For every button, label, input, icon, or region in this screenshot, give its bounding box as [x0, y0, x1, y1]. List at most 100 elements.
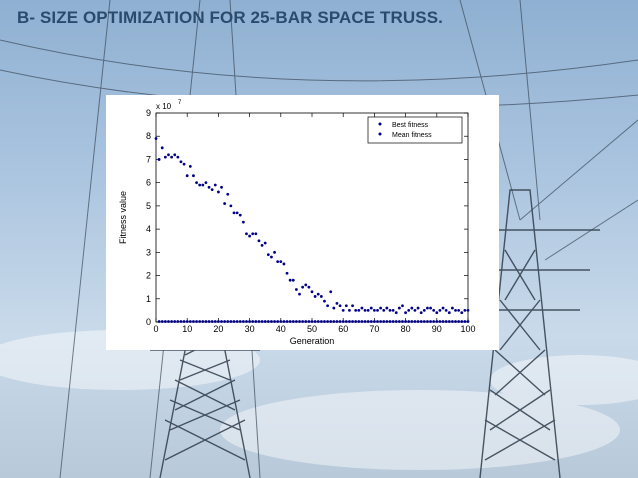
series-1-point — [444, 308, 448, 312]
series-1-point — [192, 174, 195, 178]
series-1-point — [238, 213, 242, 217]
series-0-point — [447, 320, 451, 323]
series-1-point — [220, 185, 223, 189]
series-0-point — [426, 320, 429, 323]
series-0-point — [179, 320, 183, 323]
series-1-point — [170, 155, 173, 159]
series-1-point — [313, 295, 317, 298]
series-1-point — [441, 306, 445, 310]
series-1-point — [301, 285, 305, 289]
series-1-point — [416, 306, 420, 310]
series-0-point — [457, 320, 461, 323]
series-0-point — [220, 320, 223, 323]
series-1-point — [338, 304, 342, 308]
series-1-point — [463, 308, 467, 312]
series-0-point — [310, 320, 314, 323]
series-0-point — [466, 320, 470, 323]
series-0-point — [438, 320, 442, 323]
y-tick-label: 3 — [146, 247, 151, 257]
series-0-point — [204, 320, 208, 323]
series-0-point — [263, 320, 267, 323]
series-0-point — [270, 320, 273, 323]
series-0-point — [419, 320, 423, 323]
legend-marker — [378, 122, 382, 126]
series-0-point — [366, 320, 370, 323]
series-1-point — [198, 183, 202, 187]
series-0-point — [463, 320, 467, 323]
series-0-point — [304, 320, 308, 323]
x-tick-label: 90 — [432, 324, 442, 334]
series-0-point — [192, 320, 195, 323]
series-0-point — [273, 320, 276, 323]
series-1-point — [232, 211, 236, 215]
series-1-point — [217, 190, 220, 194]
series-1-point — [307, 285, 311, 289]
x-axis-label: Generation — [290, 336, 335, 346]
series-1-point — [447, 311, 451, 315]
series-0-point — [397, 320, 401, 323]
series-0-point — [160, 320, 164, 323]
series-0-point — [382, 320, 386, 323]
series-0-point — [245, 320, 248, 323]
series-0-point — [344, 320, 348, 323]
series-0-point — [316, 320, 320, 323]
series-0-point — [154, 137, 158, 140]
series-1-point — [354, 308, 358, 312]
series-0-point — [235, 320, 239, 323]
series-0-point — [432, 320, 436, 323]
series-0-point — [226, 320, 230, 323]
series-1-point — [176, 155, 180, 159]
series-1-point — [351, 304, 354, 308]
x-tick-label: 70 — [369, 324, 379, 334]
series-1-point — [223, 202, 227, 205]
series-1-point — [204, 181, 208, 185]
series-1-point — [251, 232, 255, 236]
series-1-point — [210, 188, 214, 192]
series-0-point — [288, 320, 292, 323]
series-1-point — [304, 283, 308, 287]
series-1-point — [179, 160, 183, 164]
series-1-point — [254, 232, 258, 236]
series-1-point — [260, 243, 264, 247]
series-1-point — [379, 306, 383, 310]
series-1-point — [226, 192, 230, 196]
series-1-point — [276, 260, 280, 264]
x-tick-label: 40 — [276, 324, 286, 334]
series-0-point — [341, 320, 345, 323]
series-1-point — [319, 295, 323, 298]
series-1-point — [363, 308, 367, 312]
y-multiplier-exponent: 7 — [178, 100, 182, 106]
series-0-point — [266, 320, 270, 323]
series-1-point — [245, 232, 248, 236]
series-0-point — [213, 320, 217, 323]
series-0-point — [176, 320, 180, 323]
series-1-point — [257, 239, 261, 243]
series-0-point — [354, 320, 358, 323]
series-0-point — [357, 320, 361, 323]
series-1-point — [435, 311, 439, 315]
legend-label: Best fitness — [392, 122, 429, 129]
series-0-point — [182, 320, 186, 323]
series-0-point — [210, 320, 214, 323]
series-1-point — [182, 162, 186, 166]
series-1-point — [360, 306, 364, 310]
series-1-point — [201, 183, 205, 187]
slide-title: B- SIZE OPTIMIZATION FOR 25-BAR SPACE TR… — [17, 8, 443, 27]
series-0-point — [451, 320, 454, 323]
series-0-point — [185, 320, 189, 323]
series-1-point — [332, 306, 336, 310]
series-0-point — [332, 320, 336, 323]
series-1-point — [432, 308, 436, 312]
series-0-point — [291, 320, 295, 323]
series-0-point — [323, 320, 326, 323]
series-0-point — [351, 320, 354, 323]
series-1-point — [326, 304, 329, 308]
series-0-point — [416, 320, 420, 323]
series-1-point — [279, 260, 283, 264]
series-1-point — [298, 292, 301, 296]
series-0-point — [276, 320, 280, 323]
series-0-point — [413, 320, 417, 323]
x-tick-label: 10 — [182, 324, 192, 334]
series-1-point — [188, 165, 192, 168]
series-0-point — [188, 320, 192, 323]
